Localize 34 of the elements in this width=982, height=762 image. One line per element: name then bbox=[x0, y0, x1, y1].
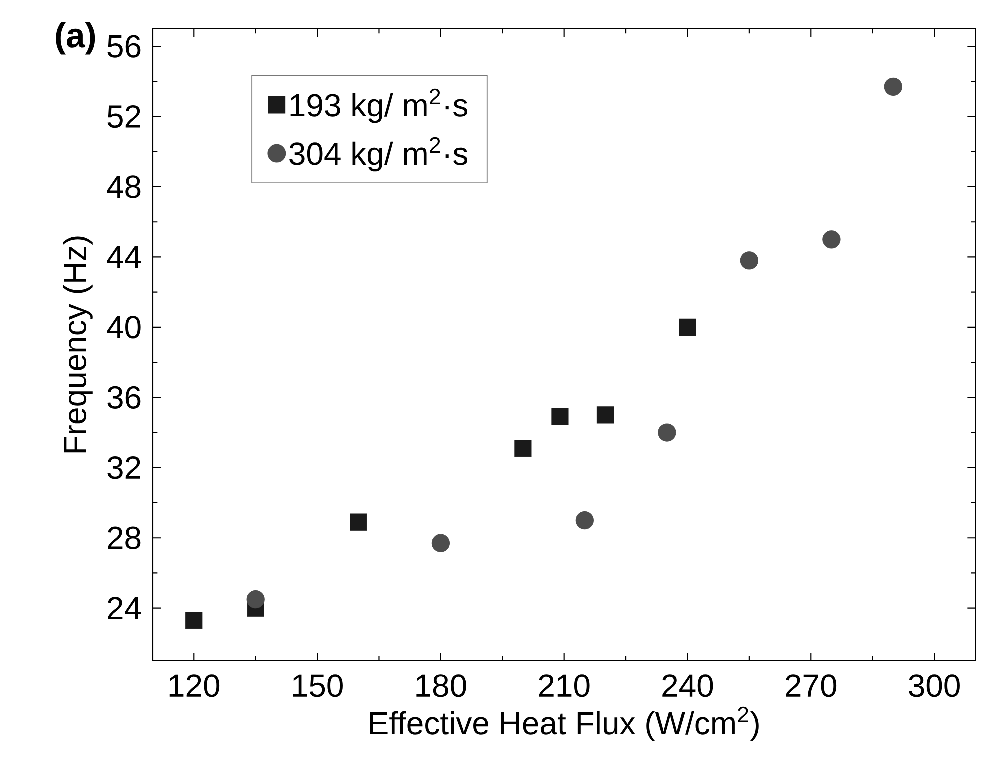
point bbox=[552, 408, 569, 426]
legend-label: 193 kg/ m$^{2}$·s bbox=[290, 88, 468, 124]
y-tick-label: 36 bbox=[108, 386, 141, 409]
y-tick-label: 44 bbox=[107, 246, 142, 268]
y-tick-label: 52 bbox=[108, 105, 140, 128]
point bbox=[740, 252, 759, 270]
x-tick-label: 150 bbox=[293, 674, 343, 698]
y-tick-label: 32 bbox=[108, 456, 140, 480]
x-tick-label: 120 bbox=[170, 674, 220, 698]
point bbox=[822, 230, 841, 249]
x-tick-label: 300 bbox=[909, 674, 960, 698]
x-tick-label: 240 bbox=[662, 674, 714, 698]
point bbox=[186, 612, 203, 630]
x-axis-title: Effective Heat Flux (W/cm$^{2}$) bbox=[370, 706, 759, 742]
y-tick-label: 56 bbox=[108, 35, 141, 58]
x-tick-label: 180 bbox=[416, 674, 466, 698]
chart-title: (a) bbox=[56, 22, 96, 55]
point bbox=[884, 78, 902, 96]
x-tick-label: 210 bbox=[539, 674, 590, 698]
point bbox=[596, 406, 614, 424]
y-axis-title: Frequency (Hz) bbox=[63, 236, 93, 453]
y-tick-label: 24 bbox=[108, 597, 142, 620]
y-tick-label: 28 bbox=[108, 526, 141, 550]
point bbox=[246, 590, 265, 609]
point bbox=[658, 424, 676, 442]
y-tick-label: 40 bbox=[107, 316, 141, 339]
point bbox=[432, 534, 450, 552]
point bbox=[679, 318, 696, 336]
legend-label: 304 kg/ m$^{2}$·s bbox=[290, 137, 468, 172]
point bbox=[576, 511, 594, 530]
point bbox=[350, 514, 368, 531]
x-tick-label: 270 bbox=[786, 674, 837, 698]
point bbox=[514, 440, 532, 458]
y-tick-label: 48 bbox=[107, 176, 141, 198]
